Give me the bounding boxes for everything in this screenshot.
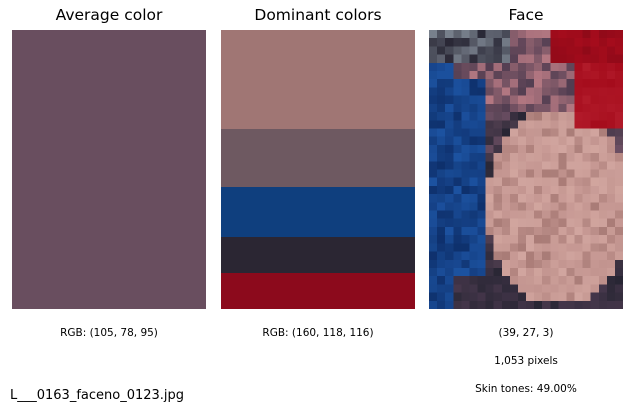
dominant-color-band	[221, 30, 415, 130]
average-color-rgb-caption: RGB: (105, 78, 95)	[60, 327, 158, 339]
face-pixel-image	[429, 30, 623, 309]
dominant-color-band	[221, 273, 415, 309]
dominant-color-band	[221, 237, 415, 274]
face-rgb-caption: (39, 27, 3)	[498, 327, 554, 339]
dominant-color-band	[221, 129, 415, 188]
dominant-colors-stack	[221, 30, 415, 309]
average-color-title: Average color	[55, 6, 163, 24]
dominant-color-rgb-caption: RGB: (160, 118, 116)	[262, 327, 374, 339]
dominant-colors-title: Dominant colors	[254, 6, 382, 24]
face-pixel-count-caption: 1,053 pixels	[494, 355, 558, 367]
face-thumbnail	[429, 30, 623, 309]
face-skin-tone-caption: Skin tones: 49.00%	[475, 383, 577, 395]
image-filename: L___0163_faceno_0123.jpg	[10, 388, 185, 403]
face-title: Face	[508, 6, 544, 24]
average-color-swatch	[12, 30, 206, 309]
dominant-color-band	[221, 187, 415, 238]
